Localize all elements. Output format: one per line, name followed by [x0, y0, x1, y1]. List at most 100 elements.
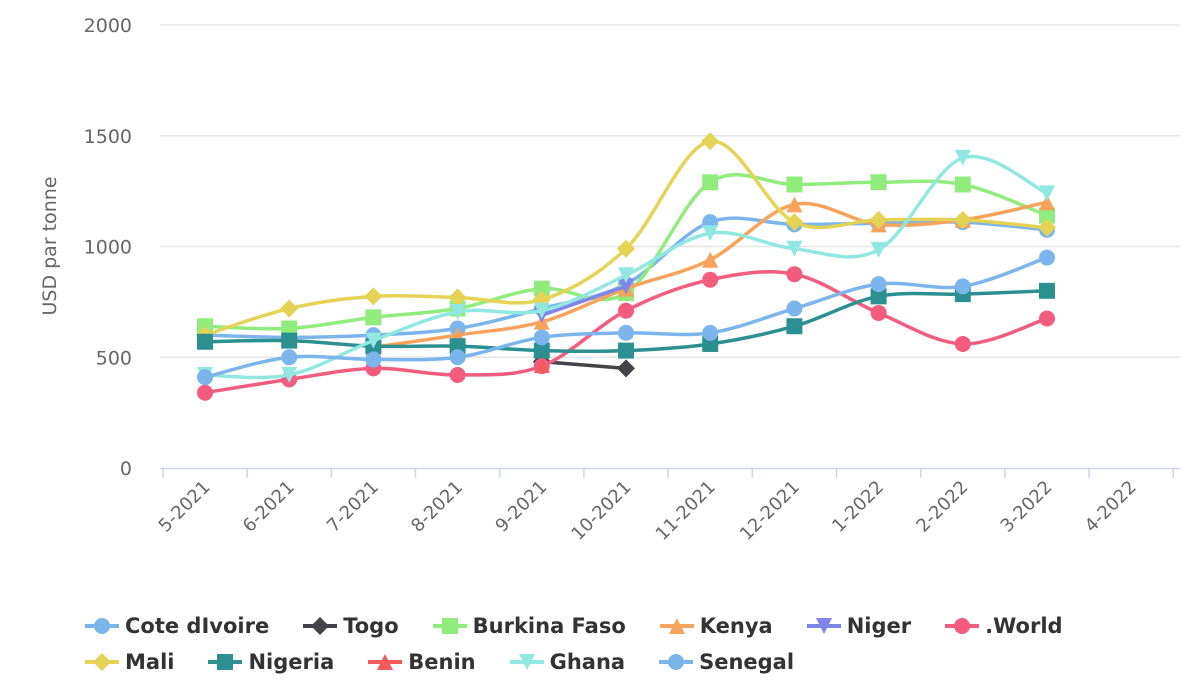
data-point	[1039, 310, 1055, 327]
data-point	[449, 366, 466, 383]
legend-item[interactable]: .World	[945, 614, 1063, 638]
data-point	[197, 333, 213, 350]
legend-label: Cote dIvoire	[125, 614, 270, 638]
square-marker-icon	[208, 654, 243, 670]
data-point	[449, 349, 466, 366]
series-line	[541, 284, 627, 317]
legend-label: Ghana	[549, 650, 626, 674]
x-tick-label: 1-2022	[828, 477, 888, 537]
data-point	[617, 359, 635, 378]
line-chart: 0 500 1000 1500 2000 5-2021 6-2021 7-2021 8-202…	[39, 15, 1180, 545]
data-point	[197, 369, 213, 386]
y-tick-label: 0	[120, 458, 132, 480]
y-tick-label: 500	[96, 347, 132, 369]
data-point	[702, 225, 719, 242]
series-ghana	[197, 149, 1055, 383]
data-point	[533, 302, 550, 319]
legend-item[interactable]: Benin	[368, 650, 476, 674]
data-point	[702, 324, 719, 341]
data-point	[365, 351, 382, 368]
legend-symbol	[668, 654, 685, 670]
data-point	[786, 176, 803, 193]
data-point	[365, 309, 382, 326]
legend-item[interactable]: Ghana	[509, 650, 626, 674]
x-tick-label: 2-2022	[912, 477, 972, 537]
legend-symbol	[311, 617, 330, 635]
data-point	[786, 300, 803, 317]
data-point	[533, 329, 550, 346]
data-point	[281, 349, 298, 366]
data-point	[1039, 194, 1055, 211]
data-point	[953, 210, 972, 229]
x-tick-label: 4-2022	[1081, 477, 1141, 537]
data-point	[1039, 249, 1055, 266]
data-point	[702, 271, 719, 288]
legend-item[interactable]: Cote dIvoire	[85, 614, 269, 638]
data-point	[954, 176, 971, 193]
data-point	[449, 338, 466, 355]
x-tick-label: 9-2021	[491, 477, 551, 537]
data-point	[701, 132, 720, 151]
x-tick-label: 11-2021	[652, 477, 720, 545]
data-point	[954, 149, 971, 166]
y-axis-title: USD par tonne	[39, 176, 61, 315]
data-point	[364, 287, 383, 306]
data-point	[617, 239, 635, 258]
series-line	[541, 359, 627, 371]
series-benin	[533, 357, 550, 374]
legend-label: Nigeria	[248, 650, 335, 674]
series-senegal	[197, 249, 1055, 386]
legend-label: Benin	[408, 650, 476, 674]
data-point	[870, 241, 887, 258]
legend-item[interactable]: Mali	[85, 650, 174, 674]
triangle-marker-icon	[368, 654, 403, 670]
legend-item[interactable]: Togo	[303, 614, 399, 638]
data-point	[618, 302, 634, 319]
legend: Cote dIvoire Togo Burkina Faso Kenya Niger .W…	[85, 608, 1185, 680]
data-point	[786, 318, 803, 335]
data-point	[954, 278, 971, 295]
data-point	[280, 299, 299, 318]
data-point	[786, 240, 803, 257]
square-marker-icon	[432, 618, 467, 634]
legend-item[interactable]: Burkina Faso	[432, 614, 626, 638]
x-tick-label: 10-2021	[567, 477, 635, 545]
data-point	[786, 266, 803, 283]
data-point	[449, 303, 466, 320]
legend-item[interactable]: Nigeria	[208, 650, 334, 674]
legend-symbol	[217, 654, 234, 670]
legend-label: .World	[985, 614, 1063, 638]
data-point	[1038, 218, 1056, 237]
data-point	[281, 320, 298, 337]
legend-item[interactable]: Senegal	[659, 650, 794, 674]
data-point	[870, 174, 887, 191]
data-point	[533, 280, 550, 297]
y-tick-label: 1000	[84, 237, 132, 259]
data-point	[786, 196, 803, 213]
legend-item[interactable]: Niger	[806, 614, 911, 638]
series-mali	[196, 132, 1056, 345]
data-point	[618, 324, 634, 341]
x-tick-label: 12-2021	[736, 477, 804, 545]
data-point	[702, 251, 719, 268]
x-axis: 5-2021 6-2021 7-2021 8-2021 9-2021 10-2021 11-…	[155, 467, 1180, 545]
x-tick-label: 3-2022	[997, 477, 1057, 537]
data-point	[870, 304, 887, 321]
triangle-down-marker-icon	[509, 654, 544, 670]
diamond-marker-icon	[85, 653, 119, 671]
legend-symbol	[441, 618, 458, 634]
data-point	[618, 342, 634, 359]
legend-label: Mali	[125, 650, 175, 674]
legend-symbol	[94, 618, 110, 634]
circle-marker-icon	[945, 618, 980, 634]
data-point	[1039, 207, 1055, 224]
data-point	[448, 288, 467, 307]
legend-symbol	[954, 618, 971, 634]
legend-item[interactable]: Kenya	[659, 614, 773, 638]
data-point	[1039, 185, 1055, 202]
data-point	[533, 357, 550, 374]
data-point	[197, 384, 213, 401]
circle-marker-icon	[659, 654, 694, 670]
data-point	[1039, 282, 1055, 299]
legend-symbol	[377, 654, 394, 670]
